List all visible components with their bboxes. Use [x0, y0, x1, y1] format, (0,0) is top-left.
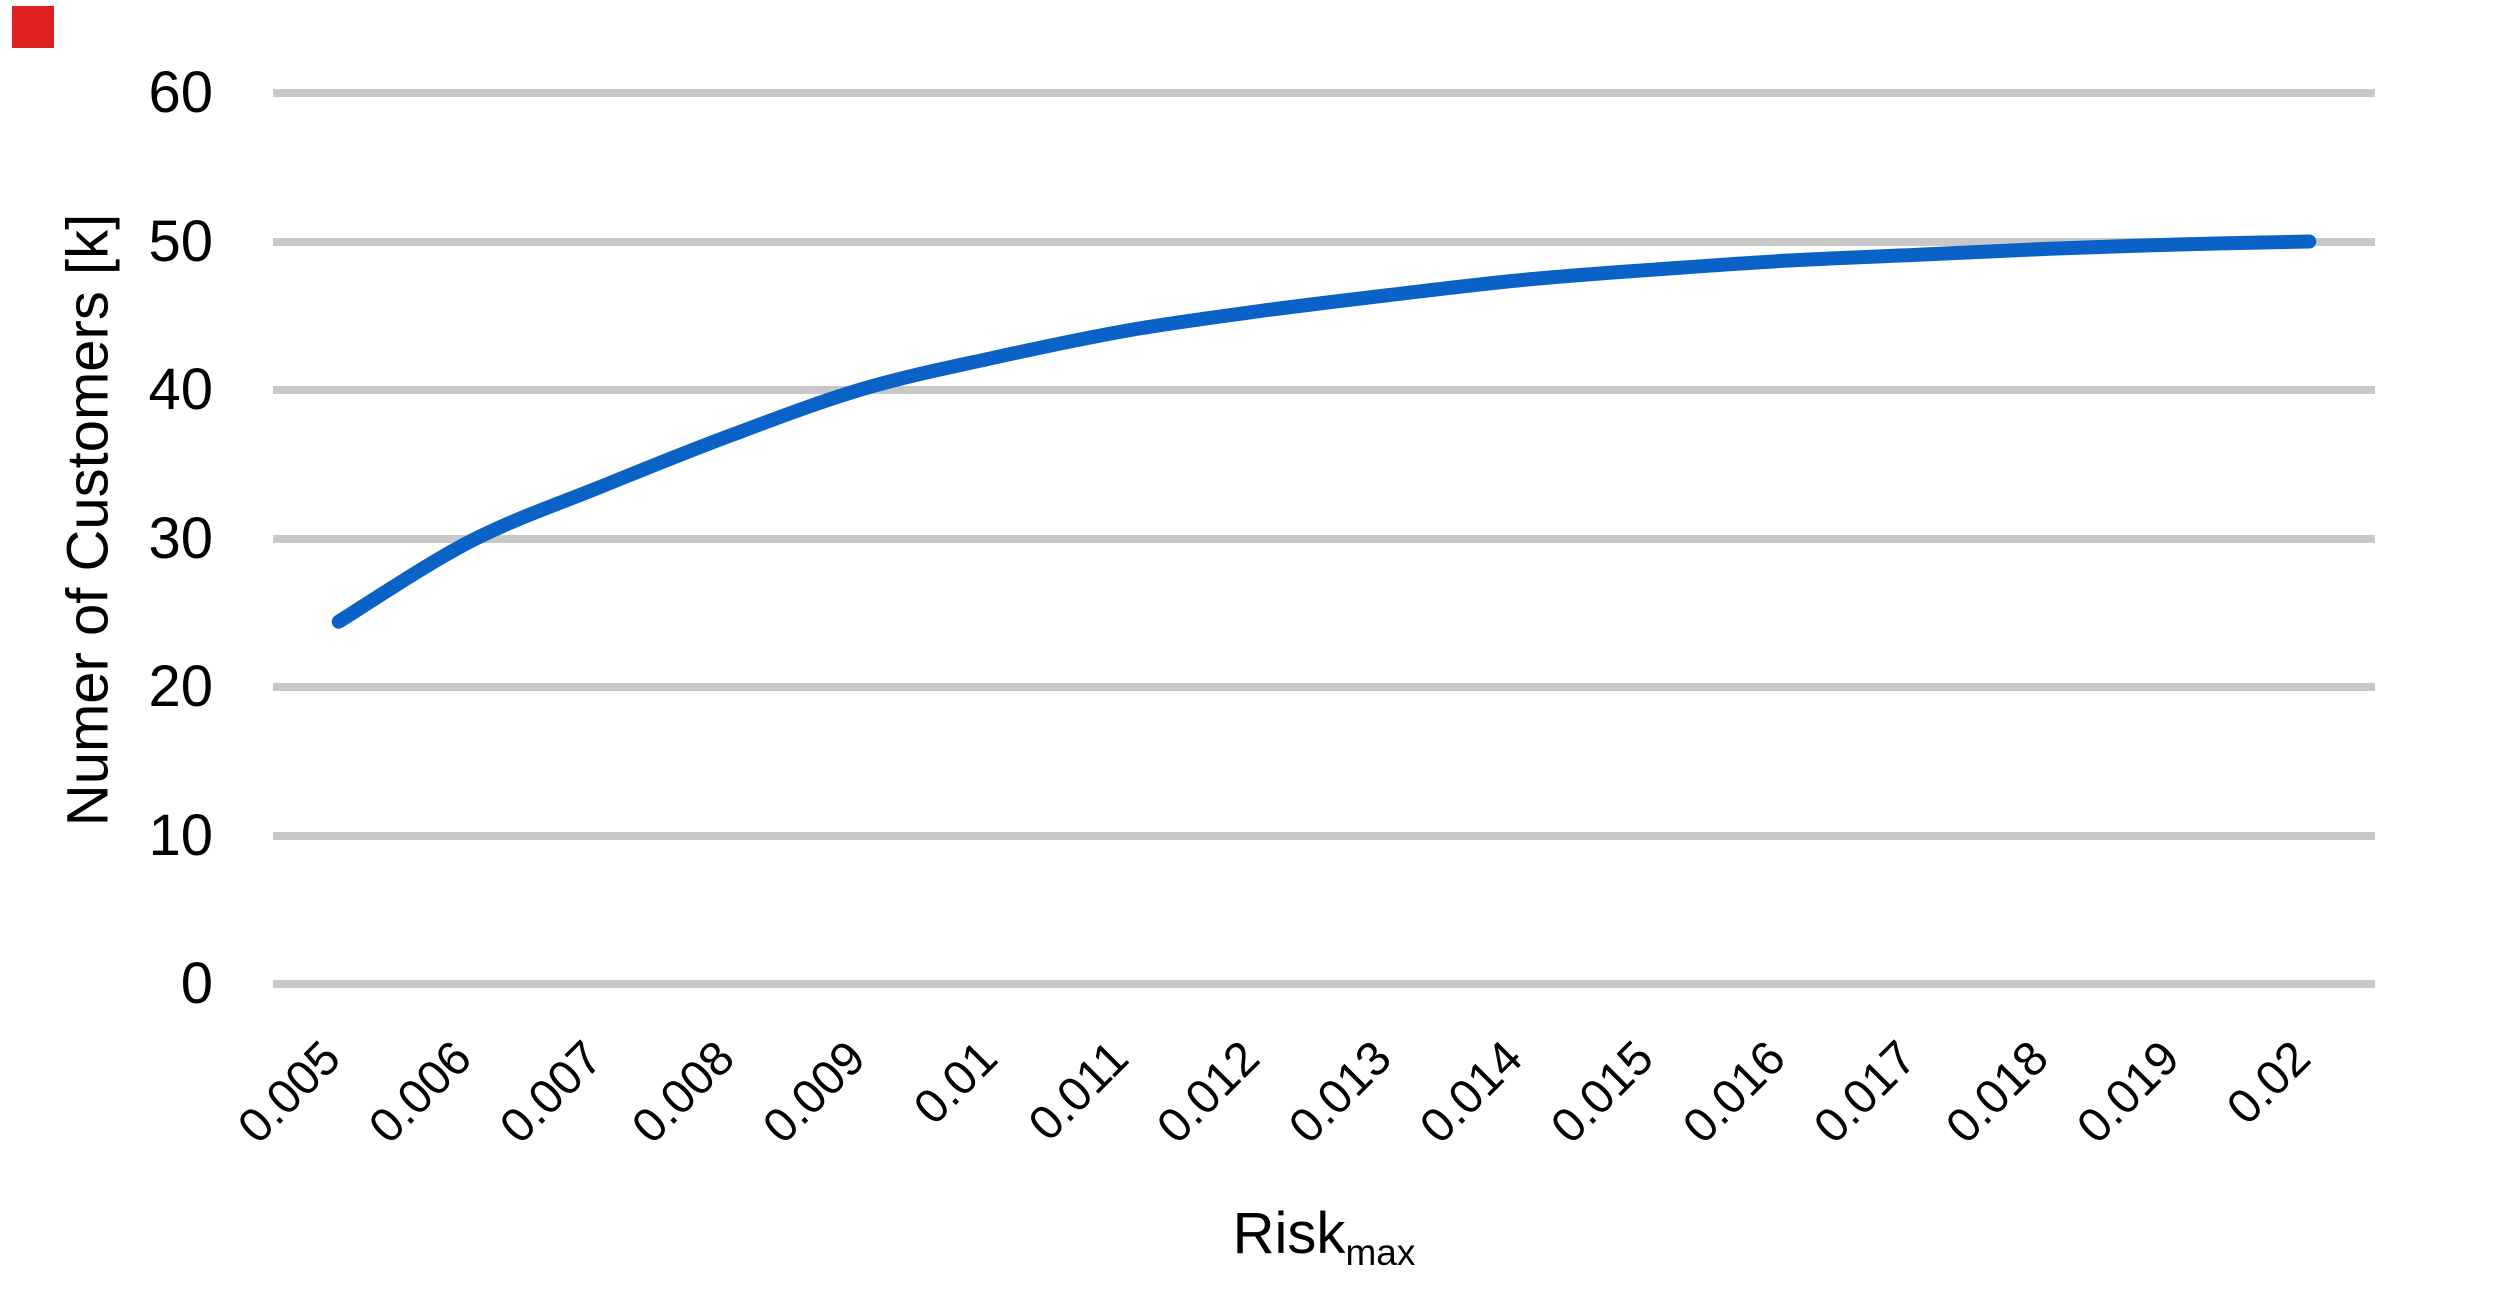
y-tick-label-30: 30	[148, 506, 213, 571]
line-series	[331, 234, 2317, 629]
y-tick-label-60: 60	[148, 60, 213, 125]
gridline-y-60	[273, 89, 2375, 97]
y-tick-label-40: 40	[148, 357, 213, 422]
gridline-y-40	[273, 386, 2375, 394]
gridline-y-10	[273, 832, 2375, 840]
y-tick-label-50: 50	[148, 209, 213, 274]
y-tick-label-0: 0	[180, 951, 213, 1016]
x-axis-title-subscript: max	[1345, 1232, 1416, 1273]
gridline-y-0	[273, 980, 2375, 988]
x-axis-title-text: Risk	[1232, 1201, 1346, 1266]
x-axis-title: Riskmax	[273, 1200, 2375, 1274]
gridline-y-30	[273, 535, 2375, 543]
gridline-y-50	[273, 238, 2375, 246]
y-tick-label-20: 20	[148, 654, 213, 719]
y-tick-label-10: 10	[148, 803, 213, 868]
red-marker-square	[12, 6, 54, 48]
gridline-y-20	[273, 683, 2375, 691]
